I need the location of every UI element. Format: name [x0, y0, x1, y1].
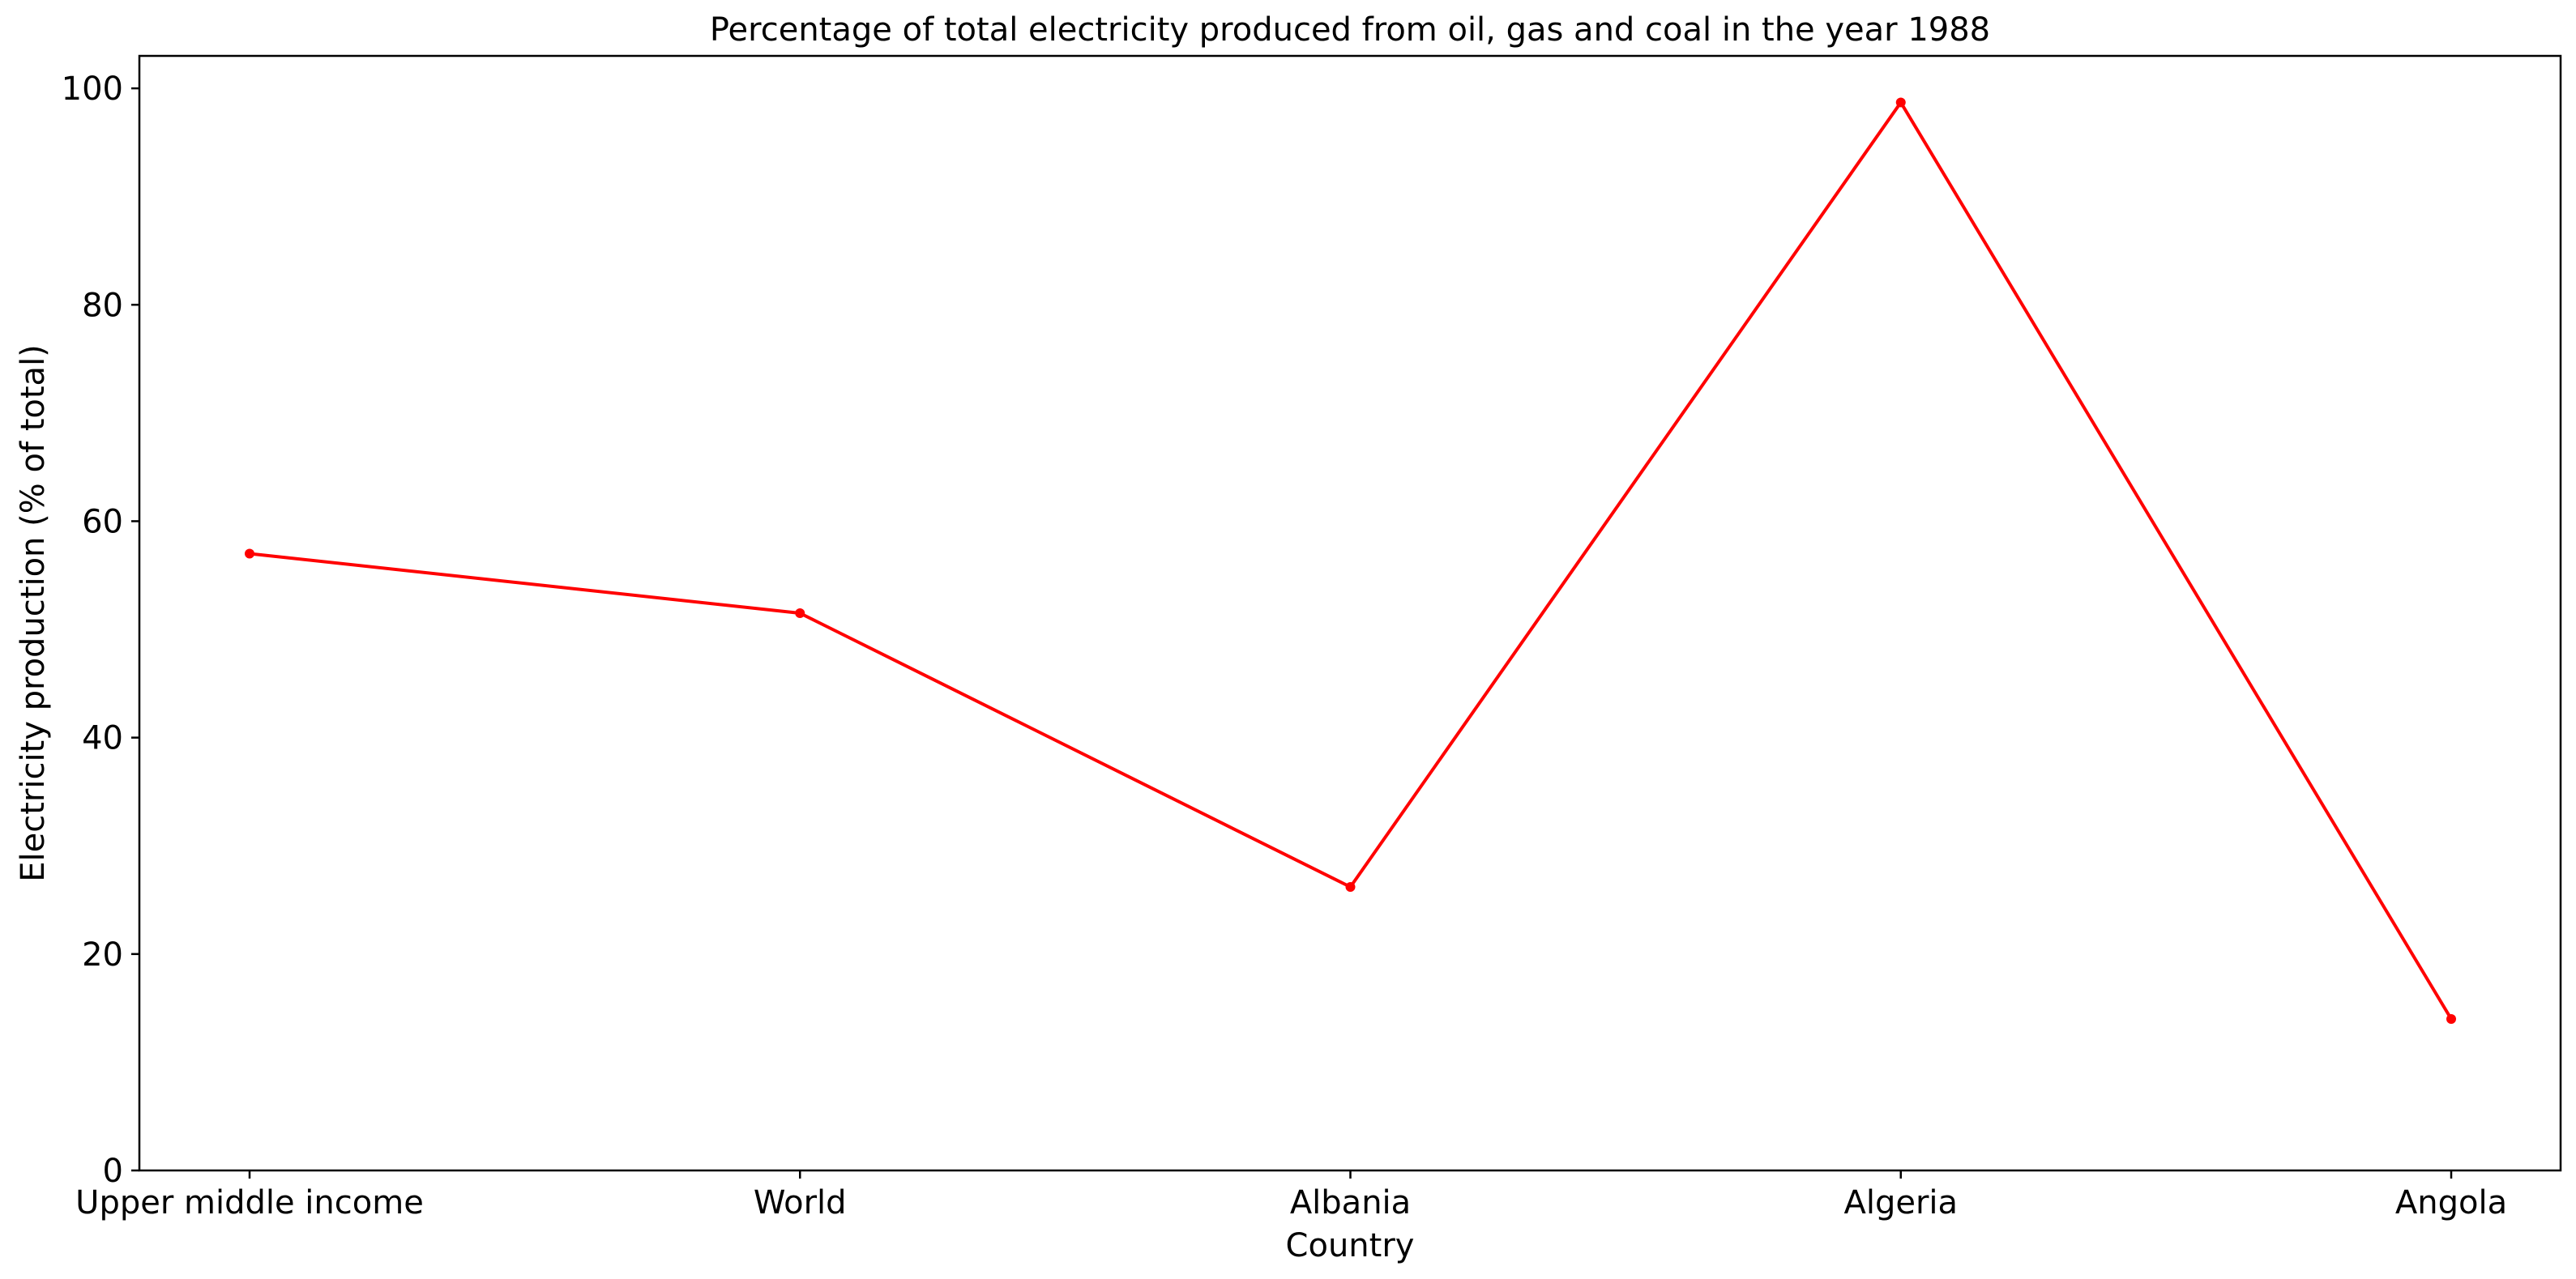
y-tick-label: 40	[82, 720, 123, 757]
y-axis-label: Electricity production (% of total)	[15, 344, 52, 882]
x-axis-label: Country	[1286, 1227, 1415, 1264]
y-tick-label: 100	[62, 70, 123, 108]
x-tick-label: Albania	[1290, 1184, 1411, 1221]
y-tick-label: 20	[82, 936, 123, 974]
y-axis: 0 20 40 60 80 100	[62, 70, 139, 1190]
series-line	[249, 100, 2453, 1021]
chart-title: Percentage of total electricity produced…	[710, 11, 1990, 49]
x-tick-label: Angola	[2395, 1184, 2507, 1221]
x-tick-label: Algeria	[1843, 1184, 1958, 1221]
x-tick-label: Upper middle income	[75, 1184, 424, 1221]
data-point	[795, 608, 805, 618]
data-point	[1345, 881, 1356, 892]
y-tick-label: 80	[82, 287, 123, 324]
x-axis: Upper middle income World Albania Algeria An…	[75, 1170, 2507, 1221]
y-tick-label: 60	[82, 503, 123, 540]
x-tick-label: World	[754, 1184, 847, 1221]
y-tick-label: 0	[103, 1153, 123, 1190]
data-point	[245, 548, 254, 559]
data-point	[2446, 1013, 2456, 1024]
plot-frame	[138, 54, 2562, 1172]
data-point	[1895, 97, 1906, 108]
series-layer	[245, 97, 2456, 1024]
